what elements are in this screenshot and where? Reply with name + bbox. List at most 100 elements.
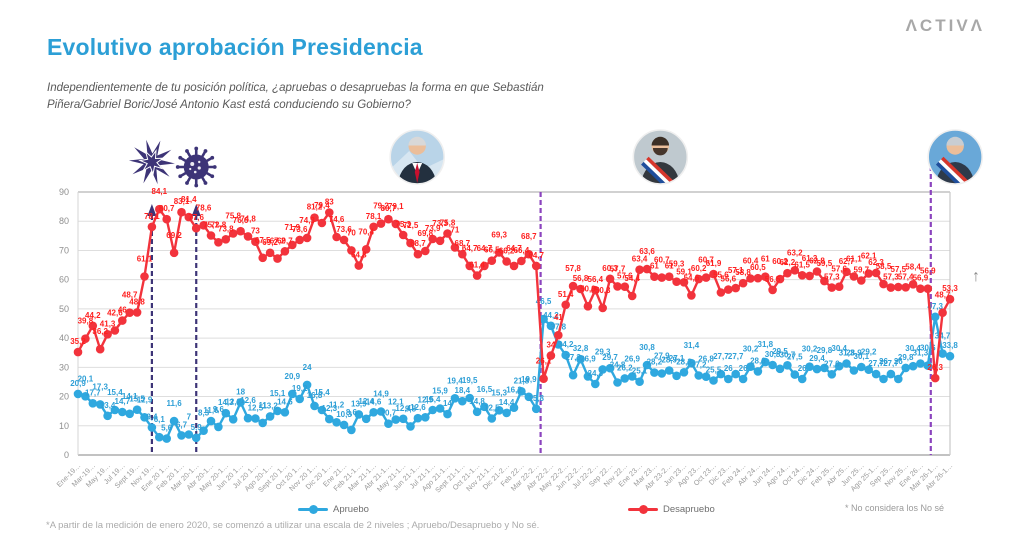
svg-text:63,2: 63,2 [787, 248, 803, 257]
svg-text:60,7: 60,7 [654, 256, 670, 265]
svg-text:41,3: 41,3 [100, 319, 116, 328]
desapruebo-line-marker [628, 504, 658, 514]
svg-text:14,6: 14,6 [366, 397, 382, 406]
scale-footnote: *A partir de la medición de enero 2020, … [46, 520, 540, 531]
svg-text:13,2: 13,2 [262, 401, 278, 410]
svg-text:70: 70 [59, 245, 69, 255]
svg-text:90: 90 [59, 187, 69, 197]
svg-text:9,6: 9,6 [213, 405, 225, 414]
svg-text:61: 61 [761, 255, 770, 264]
svg-text:76,6: 76,6 [233, 216, 249, 225]
svg-text:60,5: 60,5 [750, 263, 766, 272]
svg-text:12,6: 12,6 [410, 403, 426, 412]
svg-text:33,8: 33,8 [942, 341, 958, 350]
svg-text:27,5: 27,5 [787, 353, 803, 362]
svg-text:15,4: 15,4 [314, 388, 330, 397]
svg-text:7: 7 [187, 413, 192, 422]
svg-text:59,3: 59,3 [669, 260, 685, 269]
svg-text:61,5: 61,5 [794, 260, 810, 269]
svg-text:28,9: 28,9 [846, 349, 862, 358]
svg-text:57,5: 57,5 [891, 265, 907, 274]
svg-text:14,4: 14,4 [499, 398, 515, 407]
svg-text:26: 26 [724, 364, 733, 373]
svg-text:64,7: 64,7 [477, 244, 493, 253]
svg-text:60,2: 60,2 [691, 264, 707, 273]
svg-text:10,7: 10,7 [381, 409, 397, 418]
svg-text:34: 34 [546, 341, 555, 350]
no-se-note: * No considera los No sé [845, 503, 945, 513]
svg-text:18: 18 [236, 387, 245, 396]
svg-text:32,8: 32,8 [573, 344, 589, 353]
svg-text:13,4: 13,4 [100, 401, 116, 410]
svg-text:15,3: 15,3 [491, 388, 507, 397]
svg-text:8,3: 8,3 [198, 409, 210, 418]
svg-text:28,6: 28,6 [750, 356, 766, 365]
svg-text:69,8: 69,8 [418, 229, 434, 238]
svg-text:61: 61 [665, 262, 674, 271]
svg-text:17,7: 17,7 [85, 388, 101, 397]
svg-text:61: 61 [650, 262, 659, 271]
svg-text:79,2: 79,2 [373, 202, 389, 211]
legend-label-apruebo: Apruebo [333, 503, 369, 515]
survey-question: Independientemente de tu posición políti… [47, 82, 544, 112]
svg-text:69,2: 69,2 [262, 238, 278, 247]
svg-text:30,4: 30,4 [831, 344, 847, 353]
svg-text:48,7: 48,7 [122, 291, 138, 300]
svg-text:12,9: 12,9 [137, 395, 153, 404]
svg-text:71,9: 71,9 [285, 223, 301, 232]
svg-text:12,9: 12,9 [418, 395, 434, 404]
svg-text:72,5: 72,5 [403, 221, 419, 230]
svg-text:55,6: 55,6 [713, 271, 729, 280]
svg-text:69,2: 69,2 [166, 231, 182, 240]
svg-text:74,3: 74,3 [299, 216, 315, 225]
svg-text:12,5: 12,5 [484, 404, 500, 413]
svg-text:60: 60 [59, 275, 69, 285]
svg-text:19,4: 19,4 [447, 376, 463, 385]
svg-text:12,6: 12,6 [240, 396, 256, 405]
boric-portrait [632, 129, 689, 185]
svg-text:60,2: 60,2 [772, 257, 788, 266]
svg-text:51,4: 51,4 [558, 290, 574, 299]
svg-text:19,5: 19,5 [462, 376, 478, 385]
svg-text:56,9: 56,9 [913, 274, 929, 283]
svg-text:27,7: 27,7 [713, 352, 729, 361]
svg-text:36,2: 36,2 [92, 327, 108, 336]
svg-text:20: 20 [59, 392, 69, 402]
svg-text:29,7: 29,7 [602, 353, 618, 362]
svg-text:60,3: 60,3 [602, 264, 618, 273]
svg-text:75,3: 75,3 [395, 220, 411, 229]
svg-text:61,9: 61,9 [706, 259, 722, 268]
svg-text:31,3: 31,3 [913, 349, 929, 358]
svg-text:30,7: 30,7 [780, 350, 796, 359]
svg-text:31,4: 31,4 [684, 341, 700, 350]
svg-text:73,9: 73,9 [425, 224, 441, 233]
svg-text:75,8: 75,8 [225, 212, 241, 221]
pinera-portrait [389, 129, 445, 185]
svg-text:63,4: 63,4 [632, 255, 648, 264]
svg-text:34,7: 34,7 [935, 332, 951, 341]
series-apruebo: 20,920,117,717,313,415,414,714,115,512,9… [70, 297, 958, 443]
svg-text:83: 83 [325, 198, 334, 207]
svg-text:80,7: 80,7 [159, 204, 175, 213]
svg-text:12,4: 12,4 [358, 397, 374, 406]
svg-text:11,6: 11,6 [167, 399, 183, 408]
svg-text:26: 26 [798, 364, 807, 373]
svg-text:59,5: 59,5 [817, 259, 833, 268]
svg-text:78,1: 78,1 [144, 212, 160, 221]
svg-text:14,1: 14,1 [122, 392, 138, 401]
svg-text:24,3: 24,3 [588, 369, 604, 378]
svg-text:26,9: 26,9 [580, 354, 596, 363]
svg-text:29,4: 29,4 [809, 354, 825, 363]
event-line [147, 204, 157, 455]
svg-text:46,5: 46,5 [536, 297, 552, 306]
svg-text:26: 26 [739, 364, 748, 373]
svg-text:29,3: 29,3 [595, 347, 611, 356]
svg-text:27,9: 27,9 [654, 352, 670, 361]
svg-text:79,1: 79,1 [388, 202, 404, 211]
series-desapruebo: 35,239,844,236,241,342,64648,748,861,178… [70, 187, 958, 384]
svg-text:26,3: 26,3 [927, 363, 943, 372]
svg-text:62,7: 62,7 [839, 257, 855, 266]
svg-text:84,1: 84,1 [152, 187, 168, 196]
svg-text:15,5: 15,5 [129, 395, 145, 404]
svg-text:80: 80 [59, 216, 69, 226]
